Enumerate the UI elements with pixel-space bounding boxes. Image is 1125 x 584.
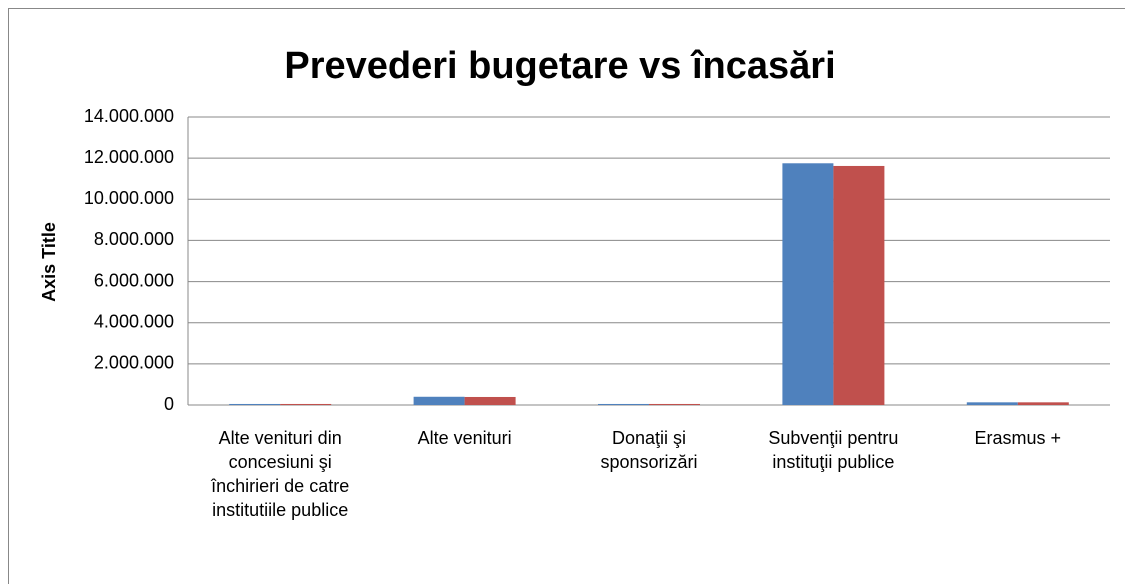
bar [229, 403, 281, 405]
y-axis-title: Axis Title [39, 222, 59, 302]
chart-border [8, 8, 1125, 584]
chart-title: Prevederi bugetare vs încasări [284, 45, 835, 87]
x-tick-label: Alte venituri din concesiuni şi închirie… [211, 428, 350, 520]
x-tick-label: Alte venituri [417, 428, 512, 448]
y-tick-label: 4.000.000 [94, 311, 174, 331]
y-tick-label: 10.000.000 [84, 188, 174, 208]
bar [649, 403, 700, 405]
y-tick-label: 6.000.000 [94, 270, 174, 290]
bar [966, 402, 1018, 405]
bar [833, 165, 885, 405]
y-tick-label: 8.000.000 [94, 229, 174, 249]
bar [280, 403, 332, 405]
bar [598, 403, 649, 405]
y-tick-label: 12.000.000 [84, 147, 174, 167]
x-tick-label: Subvenţii pentru instituţii publice [768, 428, 899, 472]
bar [1017, 402, 1069, 405]
bar [464, 396, 516, 405]
bar [782, 163, 834, 405]
bar [413, 396, 465, 405]
y-tick-label: 14.000.000 [84, 106, 174, 126]
x-tick-label: Erasmus + [974, 428, 1062, 448]
y-tick-label: 2.000.000 [94, 353, 174, 373]
y-tick-label: 0 [164, 394, 174, 414]
x-tick-label: Donaţii şi sponsorizări [600, 428, 698, 472]
